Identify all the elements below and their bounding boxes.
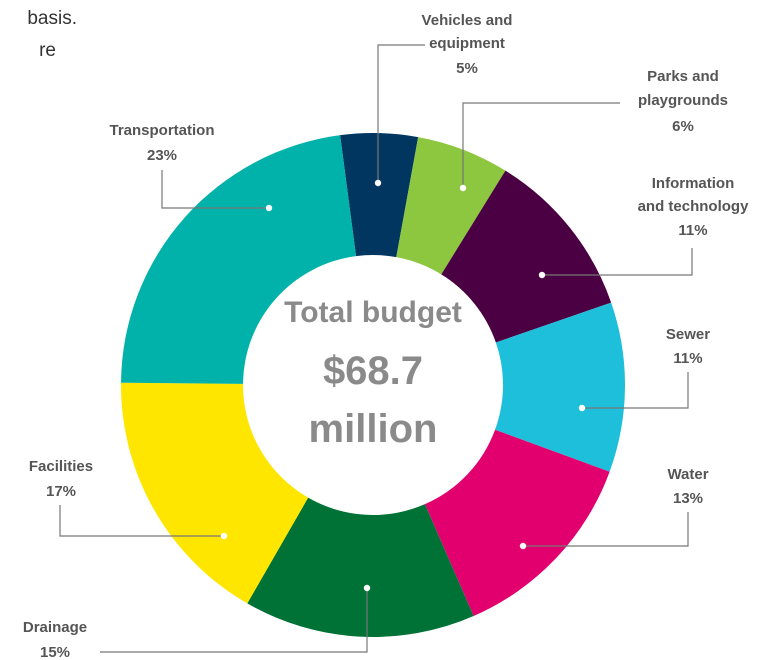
text-fragment: re xyxy=(39,40,56,61)
leader-dot xyxy=(459,184,467,192)
leader-line xyxy=(100,588,368,653)
value-label: 15% xyxy=(40,644,70,660)
value-label: 5% xyxy=(456,60,478,77)
leader-dot xyxy=(538,271,546,279)
donut-segment xyxy=(424,429,610,617)
donut xyxy=(120,133,626,637)
donut-segment xyxy=(396,137,506,275)
donut-segment xyxy=(441,170,612,343)
segment-label: Sewer xyxy=(666,326,710,343)
segment-label: Transportation xyxy=(109,122,214,139)
leader-line xyxy=(161,170,269,209)
value-label: 6% xyxy=(672,118,694,135)
segment-label: Facilities xyxy=(29,458,93,475)
leader-dot xyxy=(519,542,527,550)
donut-segment xyxy=(121,135,357,384)
leader-line xyxy=(377,44,425,183)
donut-segment xyxy=(120,382,309,604)
center-text: million xyxy=(309,407,438,451)
leader-dot xyxy=(265,204,273,212)
donut-segment xyxy=(247,497,474,637)
segment-label: Parks and playgrounds xyxy=(638,68,728,109)
leader-dot xyxy=(578,404,586,412)
center-text: Total budget xyxy=(284,296,462,329)
center-text: $68.7 xyxy=(323,349,423,393)
donut-segment xyxy=(340,133,419,258)
value-label: 23% xyxy=(147,147,177,164)
segment-label: Water xyxy=(667,466,708,483)
text-fragment: basis. xyxy=(27,8,77,29)
leader-line xyxy=(462,102,620,188)
leader-dot xyxy=(363,584,371,592)
leader-line xyxy=(582,372,689,409)
leader-line xyxy=(59,505,224,537)
leader-dot xyxy=(220,532,228,540)
leader-line xyxy=(542,248,693,276)
value-label: 11% xyxy=(673,350,702,367)
donut-segment xyxy=(495,302,626,472)
segment-label: Drainage xyxy=(23,619,87,636)
leader-line xyxy=(523,512,689,547)
value-label: 11% xyxy=(678,222,707,239)
segment-label: Information and technology xyxy=(638,175,749,215)
segment-label: Vehicles and equipment xyxy=(422,12,513,52)
value-label: 13% xyxy=(673,490,703,507)
value-label: 17% xyxy=(46,483,76,500)
leader-dot xyxy=(374,179,382,187)
